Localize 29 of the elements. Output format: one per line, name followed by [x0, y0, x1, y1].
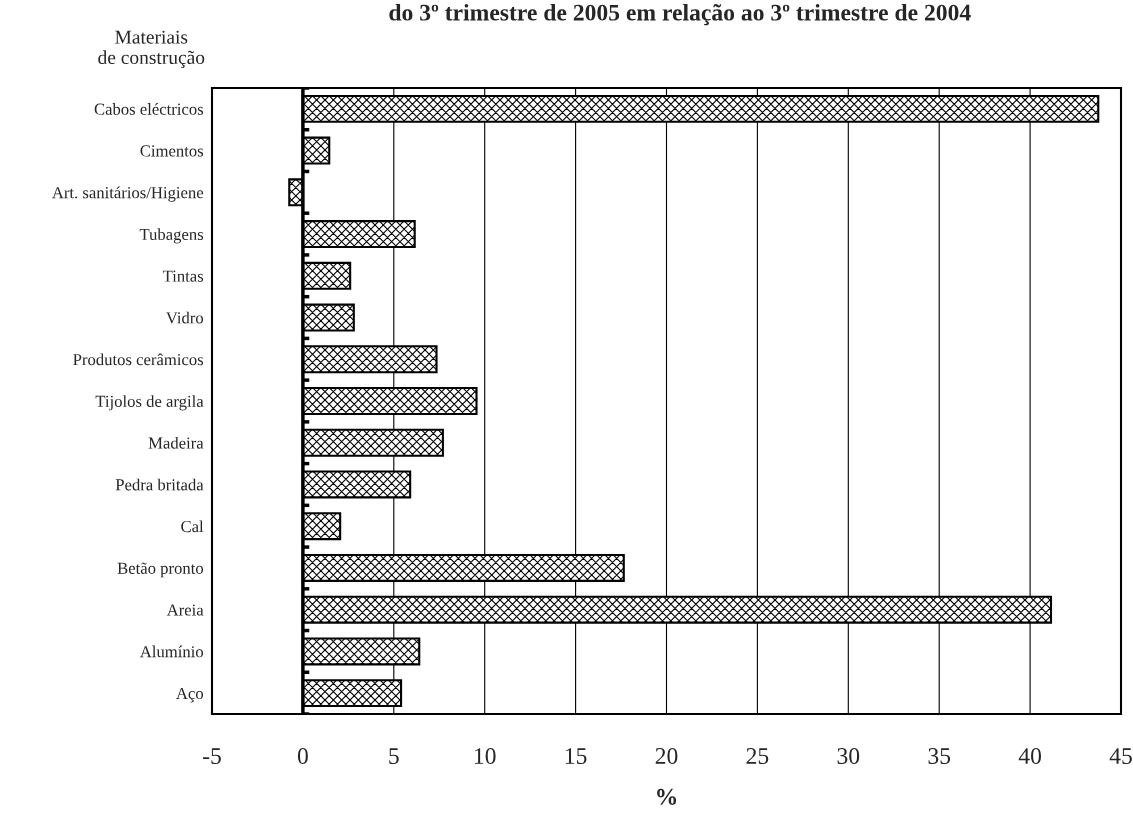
y-tick-label: Betão pronto — [117, 562, 204, 578]
chart-title: do 3º trimestre de 2005 em relação ao 3º trimestre de 2004 — [389, 3, 971, 26]
y-tick-label: Art. sanitários/Higiene — [52, 186, 204, 202]
x-tick-label: 0 — [297, 748, 308, 764]
y-tick-label: Madeira — [148, 436, 204, 449]
y-tick-label: Areia — [166, 604, 204, 616]
y-axis-title: Materiais de construção — [98, 30, 205, 68]
x-axis-title: % — [657, 788, 677, 805]
y-tick-label: Vidro — [165, 311, 204, 324]
x-tick-label: 45 — [1109, 748, 1132, 764]
x-tick-label: -5 — [203, 748, 221, 764]
y-tick-label: Produtos cerâmicos — [73, 353, 204, 366]
y-tick-label: Alumínio — [139, 645, 204, 658]
y-tick-label: Tintas — [162, 270, 204, 282]
y-tick-label: Cimentos — [140, 145, 204, 157]
x-tick-label: 5 — [389, 748, 399, 764]
x-tick-label: 10 — [474, 748, 496, 764]
x-tick-label: 25 — [746, 748, 769, 764]
y-tick-label: Pedra britada — [115, 478, 204, 491]
x-tick-label: 40 — [1018, 748, 1042, 764]
x-tick-label: 35 — [928, 748, 951, 764]
y-tick-label: Cabos eléctricos — [94, 103, 204, 115]
y-tick-label: Tubagens — [139, 228, 204, 244]
x-tick-label: 20 — [655, 748, 678, 764]
y-tick-label: Tijolos de argila — [95, 395, 204, 411]
x-tick-label: 15 — [565, 748, 587, 764]
x-tick-label: 30 — [837, 748, 860, 764]
y-tick-label: Cal — [181, 520, 204, 533]
y-tick-label: Aço — [176, 687, 204, 703]
